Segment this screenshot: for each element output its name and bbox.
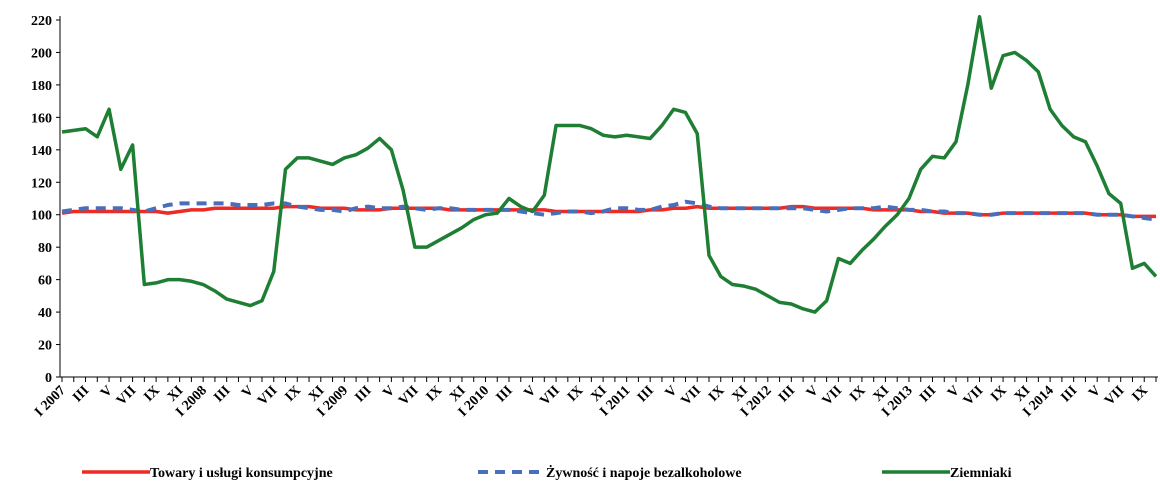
series-line (61, 199, 1157, 222)
x-tick-label: III (776, 383, 798, 405)
y-tick-label: 0 (45, 371, 52, 386)
y-tick-label: 20 (38, 339, 52, 354)
x-tick-label: IX (282, 383, 304, 405)
x-tick-label: III (917, 383, 939, 405)
y-tick-label: 220 (31, 14, 52, 29)
x-tick-label: III (494, 383, 516, 405)
x-tick-label: IX (565, 383, 587, 405)
legend-label: Ziemniaki (950, 466, 1012, 481)
y-tick-label: 180 (31, 79, 52, 94)
x-tick-label: VII (255, 383, 280, 408)
x-tick-label: III (1058, 383, 1080, 405)
x-tick-label: III (635, 383, 657, 405)
x-tick-label: VII (396, 383, 421, 408)
legend-label: Żywność i napoje bezalkoholowe (546, 464, 742, 481)
x-tick-label: IX (847, 383, 869, 405)
x-tick-label: VII (820, 383, 845, 408)
y-tick-label: 60 (38, 274, 52, 289)
x-tick-label: IX (424, 383, 446, 405)
x-tick-label: VII (961, 383, 986, 408)
x-tick-label: IX (1129, 383, 1151, 405)
y-tick-label: 120 (31, 176, 52, 191)
x-tick-label: VII (537, 383, 562, 408)
x-tick-label: IX (988, 383, 1010, 405)
y-tick-label: 80 (38, 241, 52, 256)
x-tick-label: III (353, 383, 375, 405)
legend-label: Towary i usługi konsumpcyjne (150, 466, 333, 481)
x-tick-label: I 2007 (32, 383, 69, 420)
series-line (61, 15, 1158, 314)
y-tick-label: 200 (31, 46, 52, 61)
y-tick-label: 140 (31, 144, 52, 159)
x-tick-label: III (70, 383, 92, 405)
x-tick-label: III (211, 383, 233, 405)
x-tick-label: IX (706, 383, 728, 405)
y-tick-label: 160 (31, 111, 52, 126)
x-tick-label: VII (679, 383, 704, 408)
x-tick-label: VII (1102, 383, 1127, 408)
y-tick-label: 100 (31, 209, 52, 224)
x-tick-label: VII (114, 383, 139, 408)
y-tick-label: 40 (38, 306, 52, 321)
x-tick-label: IX (141, 383, 163, 405)
